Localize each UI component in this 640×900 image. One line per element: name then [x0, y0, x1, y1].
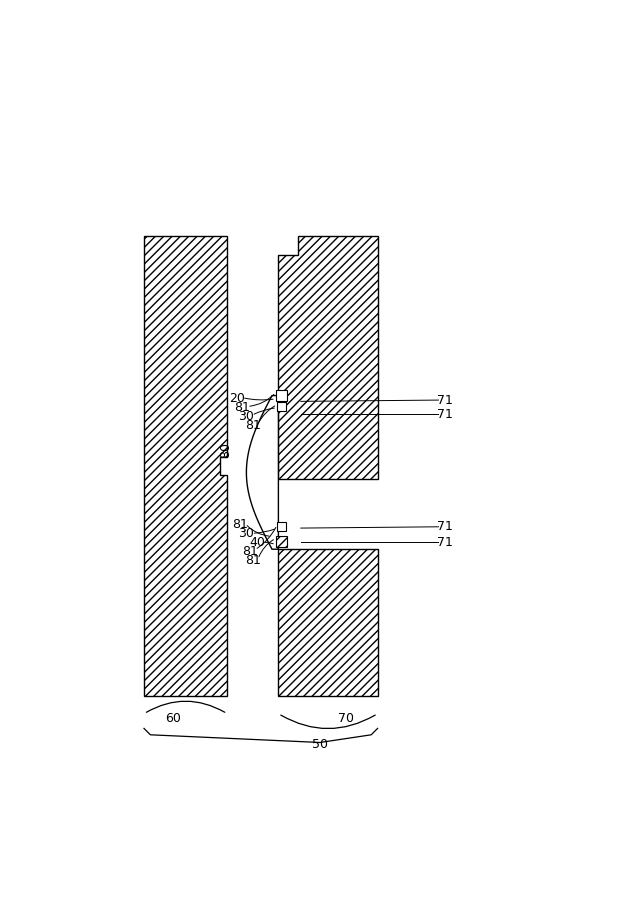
Text: 20: 20 — [229, 392, 244, 405]
Text: 81: 81 — [245, 418, 260, 431]
Bar — [276, 536, 287, 547]
Text: 71: 71 — [437, 408, 452, 420]
Bar — [277, 402, 286, 411]
Bar — [276, 390, 287, 401]
Text: 71: 71 — [437, 536, 452, 549]
Text: 50: 50 — [312, 738, 328, 751]
Polygon shape — [246, 396, 278, 549]
Bar — [278, 549, 378, 697]
Text: 71: 71 — [437, 520, 452, 534]
Text: 40: 40 — [250, 536, 265, 549]
Text: 81: 81 — [234, 400, 250, 414]
Text: 30: 30 — [239, 526, 254, 540]
Polygon shape — [144, 236, 227, 697]
Text: 80: 80 — [219, 442, 232, 458]
Bar — [277, 522, 286, 531]
Text: 81: 81 — [242, 544, 257, 558]
Text: 30: 30 — [239, 410, 254, 423]
Text: 70: 70 — [338, 712, 354, 725]
Text: 60: 60 — [165, 712, 180, 725]
Text: 71: 71 — [437, 393, 452, 407]
Polygon shape — [278, 236, 378, 479]
Text: 81: 81 — [245, 554, 260, 567]
Text: 81: 81 — [232, 518, 248, 531]
